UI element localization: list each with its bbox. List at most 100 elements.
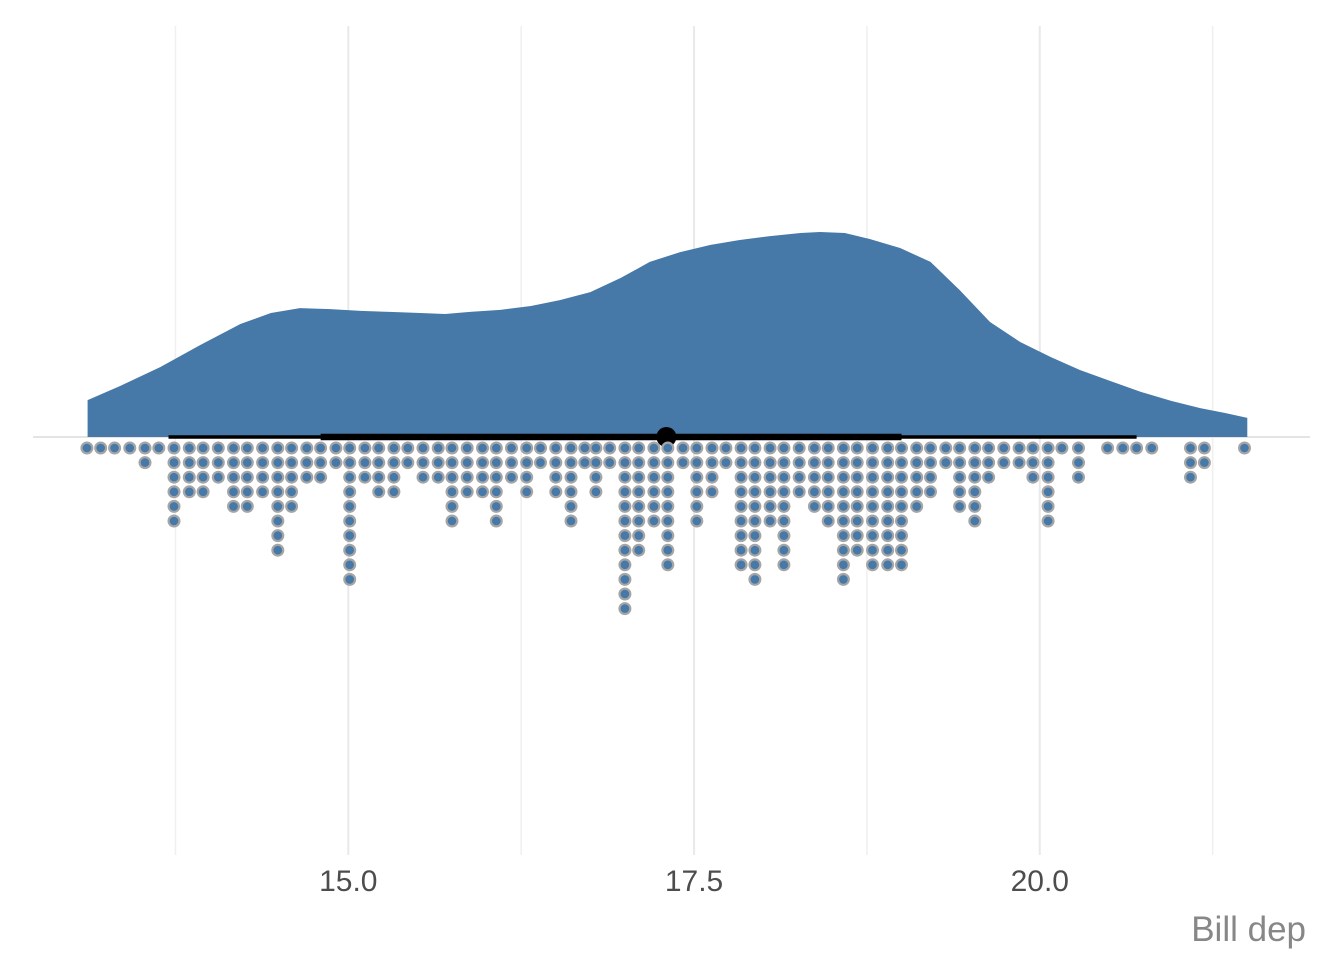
dot: [227, 441, 241, 455]
dot: [748, 470, 762, 484]
dot: [792, 441, 806, 455]
dot: [881, 558, 895, 572]
dot: [94, 441, 108, 455]
dot: [632, 470, 646, 484]
dot: [211, 441, 225, 455]
dot: [271, 514, 285, 528]
dot: [256, 470, 270, 484]
dot: [489, 470, 503, 484]
dot: [923, 470, 937, 484]
dot: [358, 441, 372, 455]
dot: [881, 514, 895, 528]
density-area: [87, 232, 1248, 437]
dot: [445, 470, 459, 484]
dot: [416, 470, 430, 484]
dot: [167, 485, 181, 499]
dot: [578, 456, 592, 470]
dot: [489, 456, 503, 470]
dot: [850, 529, 864, 543]
dot: [661, 499, 675, 513]
dot: [285, 485, 299, 499]
dot: [821, 470, 835, 484]
x-tick-label: 20.0: [1011, 865, 1069, 898]
dot: [734, 485, 748, 499]
dot: [372, 441, 386, 455]
dot: [982, 456, 996, 470]
dot: [1026, 470, 1040, 484]
dot: [690, 470, 704, 484]
dot: [865, 470, 879, 484]
dot: [865, 529, 879, 543]
dot: [618, 558, 632, 572]
dot: [1183, 441, 1197, 455]
dot: [227, 499, 241, 513]
dot: [460, 470, 474, 484]
dot: [387, 456, 401, 470]
dot: [271, 543, 285, 557]
dot: [894, 543, 908, 557]
dot: [865, 485, 879, 499]
dot: [1041, 485, 1055, 499]
dot: [632, 543, 646, 557]
dot: [182, 470, 196, 484]
dot: [865, 499, 879, 513]
dot: [777, 441, 791, 455]
dot: [734, 441, 748, 455]
dot: [807, 470, 821, 484]
dot: [329, 456, 343, 470]
dot: [489, 441, 503, 455]
dot: [821, 441, 835, 455]
dotplot-layer: [80, 441, 1251, 616]
dot: [271, 499, 285, 513]
dot: [1055, 441, 1069, 455]
dot: [520, 441, 534, 455]
dot: [821, 456, 835, 470]
x-axis-title: Bill dep: [1191, 910, 1306, 949]
dot: [618, 441, 632, 455]
dot: [285, 441, 299, 455]
dot: [372, 485, 386, 499]
dot: [968, 514, 982, 528]
dot: [80, 441, 94, 455]
dot: [578, 441, 592, 455]
dot: [533, 441, 547, 455]
dot: [182, 456, 196, 470]
dot: [123, 441, 137, 455]
dot: [618, 514, 632, 528]
dot: [748, 456, 762, 470]
dot: [836, 470, 850, 484]
dot: [647, 485, 661, 499]
dot: [358, 456, 372, 470]
dot: [632, 456, 646, 470]
dot: [618, 587, 632, 601]
dot: [881, 485, 895, 499]
dot: [705, 441, 719, 455]
dot: [923, 456, 937, 470]
dot: [445, 514, 459, 528]
dot: [618, 543, 632, 557]
dot: [792, 456, 806, 470]
dot: [618, 529, 632, 543]
dot: [792, 485, 806, 499]
dot: [632, 514, 646, 528]
dot: [836, 514, 850, 528]
median-point: [656, 427, 677, 447]
dot: [923, 441, 937, 455]
dot: [763, 485, 777, 499]
dot: [564, 485, 578, 499]
dot: [476, 456, 490, 470]
dot: [445, 441, 459, 455]
dot: [894, 558, 908, 572]
x-tick-label: 17.5: [665, 865, 723, 898]
dot: [343, 441, 357, 455]
dot: [982, 470, 996, 484]
dot: [505, 441, 519, 455]
dot: [196, 456, 210, 470]
dot: [661, 514, 675, 528]
dot: [520, 470, 534, 484]
dot: [807, 485, 821, 499]
dot: [676, 456, 690, 470]
dot: [939, 441, 953, 455]
